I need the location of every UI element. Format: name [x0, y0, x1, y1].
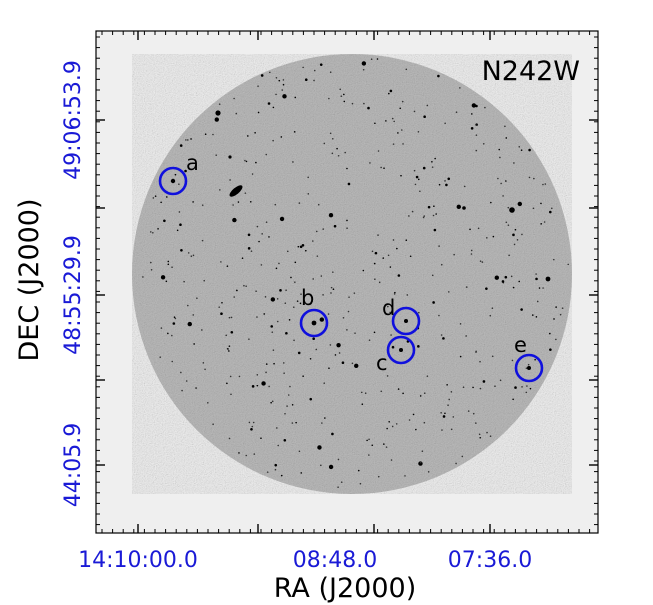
marker-e: e — [514, 333, 544, 383]
marker-a-label: a — [186, 151, 199, 175]
y-tick-label-1: 49:06:53.9 — [61, 60, 86, 180]
x-tick-label-2: 08:48.0 — [293, 548, 377, 573]
y-axis-label: DEC (J2000) — [14, 198, 45, 361]
x-axis-label: RA (J2000) — [274, 573, 416, 604]
marker-e-circle — [514, 353, 544, 383]
marker-d-label: d — [382, 296, 395, 320]
y-tick-label-3: 44:05.9 — [61, 423, 86, 507]
marker-group: a b c d e — [158, 151, 544, 383]
marker-b: b — [299, 286, 329, 338]
marker-d: d — [382, 296, 421, 336]
sky-field-image — [132, 54, 572, 494]
marker-e-label: e — [514, 333, 527, 357]
marker-d-circle — [391, 306, 421, 336]
marker-b-label: b — [301, 286, 314, 310]
x-tick-label-1: 14:10:00.0 — [78, 548, 198, 573]
marker-a: a — [158, 151, 199, 196]
marker-a-circle — [158, 166, 188, 196]
marker-c: c — [376, 335, 416, 375]
marker-c-label: c — [376, 351, 388, 375]
marker-b-circle — [299, 308, 329, 338]
axis-ticks — [96, 31, 598, 533]
x-tick-label-3: 07:36.0 — [448, 548, 532, 573]
marker-c-circle — [386, 335, 416, 365]
y-tick-label-2: 48:55:29.9 — [61, 235, 86, 355]
panel-label: N242W — [482, 56, 580, 87]
